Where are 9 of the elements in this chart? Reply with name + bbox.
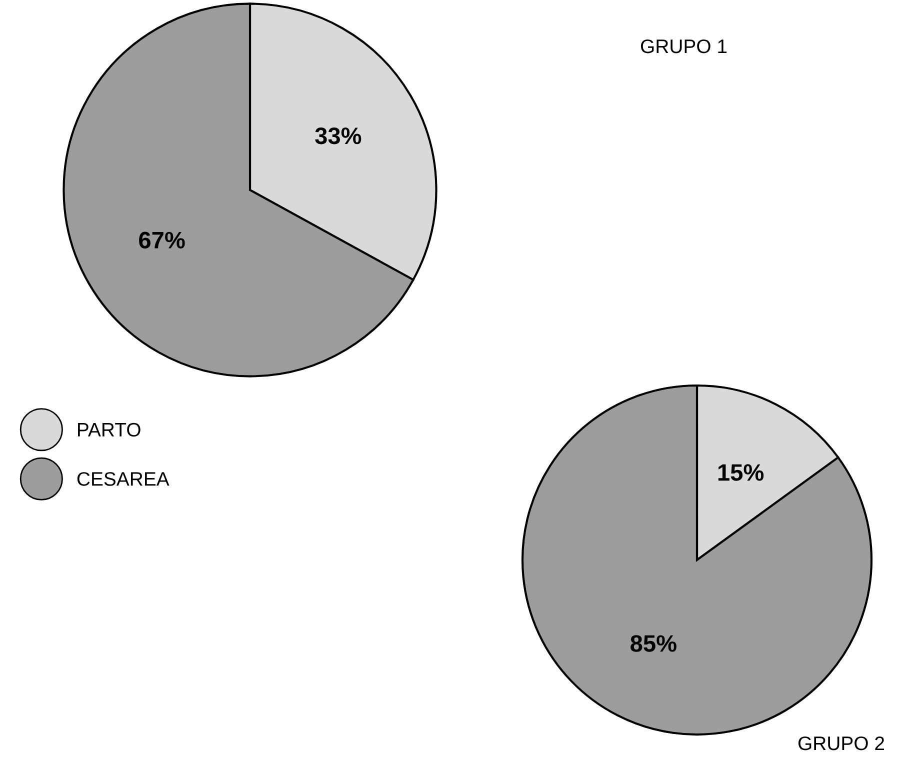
data-label: 67% <box>139 232 185 248</box>
data-label: 15% <box>718 464 764 481</box>
data-label: 33% <box>315 127 362 144</box>
pie-slice <box>521 384 873 736</box>
legend-label: PARTO <box>78 422 140 437</box>
data-label: 85% <box>630 635 676 652</box>
legend-label: CESAREA <box>77 472 170 486</box>
text: GRUPO 1 <box>640 39 727 54</box>
text: GRUPO 2 <box>798 736 884 750</box>
